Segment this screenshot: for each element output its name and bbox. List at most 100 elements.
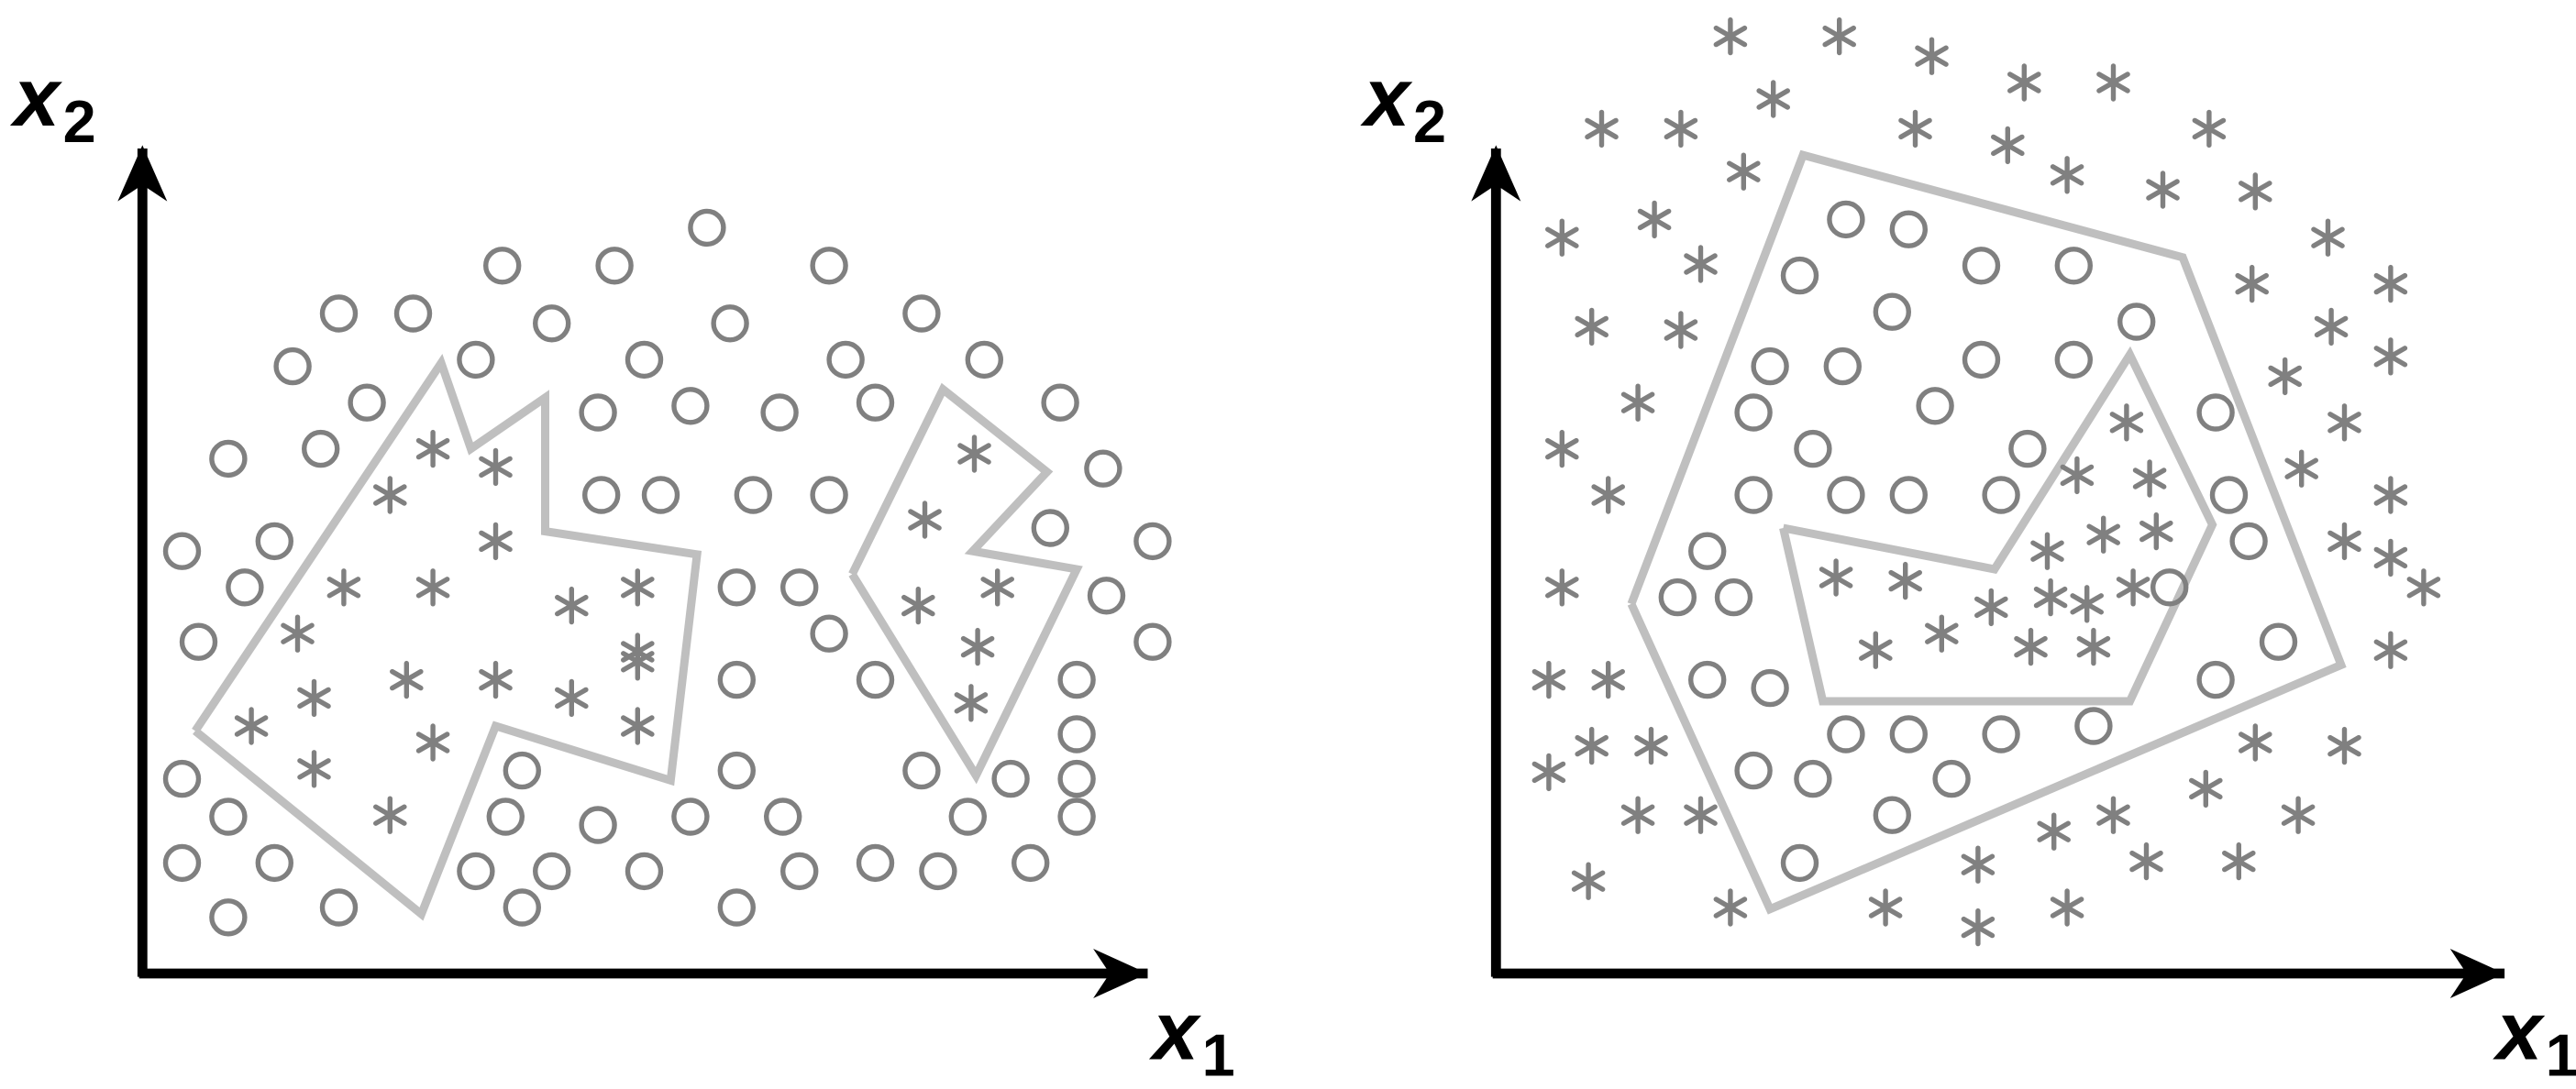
circle-icon [595, 247, 634, 285]
asterisk-icon [1637, 200, 1672, 239]
asterisk-icon [1888, 561, 1922, 600]
circle-icon [1827, 200, 1865, 239]
right-x-axis-arrow-icon [2449, 949, 2505, 998]
asterisk-icon [1915, 37, 1949, 75]
left-x-axis-arrow-icon [1093, 949, 1148, 998]
circle-icon [503, 888, 542, 927]
circle-icon [1714, 578, 1753, 617]
right-x-axis-label: x1 [2493, 986, 2576, 1089]
asterisk-icon [1531, 660, 1566, 699]
circle-icon [1057, 798, 1096, 836]
circle-icon [1823, 346, 1862, 386]
left-boundary-1 [192, 353, 702, 921]
asterisk-icon [901, 586, 935, 625]
circle-icon [483, 247, 522, 285]
asterisk-icon [2239, 172, 2272, 211]
circle-icon [1780, 843, 1819, 883]
asterisk-icon [1991, 126, 2025, 165]
asterisk-icon [2327, 522, 2361, 561]
asterisk-icon [1620, 796, 1655, 834]
circle-icon [179, 622, 218, 661]
asterisk-icon [1859, 631, 1893, 669]
asterisk-icon [980, 568, 1014, 607]
asterisk-icon [621, 707, 655, 745]
circle-icon [2054, 247, 2093, 285]
asterisk-icon [415, 723, 450, 762]
circle-icon [902, 294, 941, 333]
asterisk-icon [2050, 156, 2084, 194]
asterisk-icon [2139, 512, 2173, 551]
asterisk-icon [1684, 245, 1718, 283]
circle-icon [671, 798, 710, 836]
circle-icon [948, 798, 987, 836]
asterisk-icon [326, 568, 361, 607]
asterisk-icon [2235, 264, 2269, 303]
circle-icon [1794, 759, 1832, 798]
circle-icon [671, 387, 710, 425]
asterisk-icon [2406, 568, 2441, 607]
left-decision-boundaries [192, 353, 1083, 921]
asterisk-icon [2268, 357, 2302, 396]
circle-icon [1889, 715, 1928, 754]
circle-icon [255, 522, 294, 561]
left-panel: x2 x1 [10, 52, 1235, 1089]
circle-icon [1827, 476, 1865, 514]
circle-icon [1658, 578, 1697, 617]
circle-icon [503, 751, 542, 790]
circle-icon [856, 383, 895, 422]
circle-icon [2008, 429, 2047, 468]
circle-icon [457, 852, 495, 891]
circle-icon [625, 340, 664, 380]
circle-icon [393, 294, 433, 333]
asterisk-icon [2086, 515, 2120, 554]
circle-icon [1057, 715, 1096, 754]
left-x-axis-label: x1 [1149, 986, 1235, 1089]
asterisk-icon [2007, 63, 2041, 102]
left-y-axis-arrow-icon [117, 145, 168, 202]
asterisk-icon [373, 476, 407, 514]
circle-icon [348, 383, 386, 422]
asterisk-icon [1575, 726, 1609, 765]
asterisk-icon [1868, 888, 1903, 927]
asterisk-icon [1585, 109, 1619, 148]
circle-icon [1873, 292, 1911, 331]
asterisk-icon [2189, 769, 2223, 808]
asterisk-icon [415, 429, 450, 468]
asterisk-icon [555, 586, 589, 625]
circle-icon [1688, 660, 1727, 699]
asterisk-icon [1664, 109, 1698, 148]
asterisk-icon [1925, 614, 1959, 653]
right-panel: x2 x1 [1360, 16, 2576, 1089]
asterisk-icon [2314, 307, 2349, 346]
circle-icon [919, 852, 957, 891]
circle-icon [273, 346, 312, 386]
asterisk-icon [2076, 627, 2111, 666]
asterisk-icon [1531, 753, 1566, 792]
asterisk-icon [2070, 585, 2104, 623]
asterisk-icon [2116, 568, 2150, 607]
asterisk-icon [2311, 218, 2345, 257]
circle-icon [717, 888, 757, 927]
asterisk-icon [1545, 218, 1579, 257]
asterisk-icon [1545, 568, 1579, 607]
asterisk-icon [2192, 109, 2227, 148]
right-boundary-2 [1779, 346, 2217, 706]
asterisk-icon [479, 660, 513, 699]
asterisk-icon [1571, 862, 1606, 900]
asterisk-icon [297, 678, 331, 718]
circle-icon [717, 660, 757, 699]
circle-icon [579, 806, 617, 844]
asterisk-icon [2109, 403, 2144, 442]
circle-icon [1057, 759, 1096, 798]
asterisk-icon [1575, 307, 1609, 346]
asterisk-icon [2146, 170, 2180, 209]
asterisk-icon [390, 660, 424, 699]
circle-icon [780, 852, 819, 891]
asterisk-icon [373, 796, 407, 834]
circle-icon [1688, 532, 1727, 570]
asterisk-icon [1961, 908, 1996, 947]
asterisk-icon [1713, 888, 1748, 927]
asterisk-icon [954, 684, 989, 722]
circle-icon [1041, 383, 1079, 422]
circle-icon [2150, 568, 2189, 607]
